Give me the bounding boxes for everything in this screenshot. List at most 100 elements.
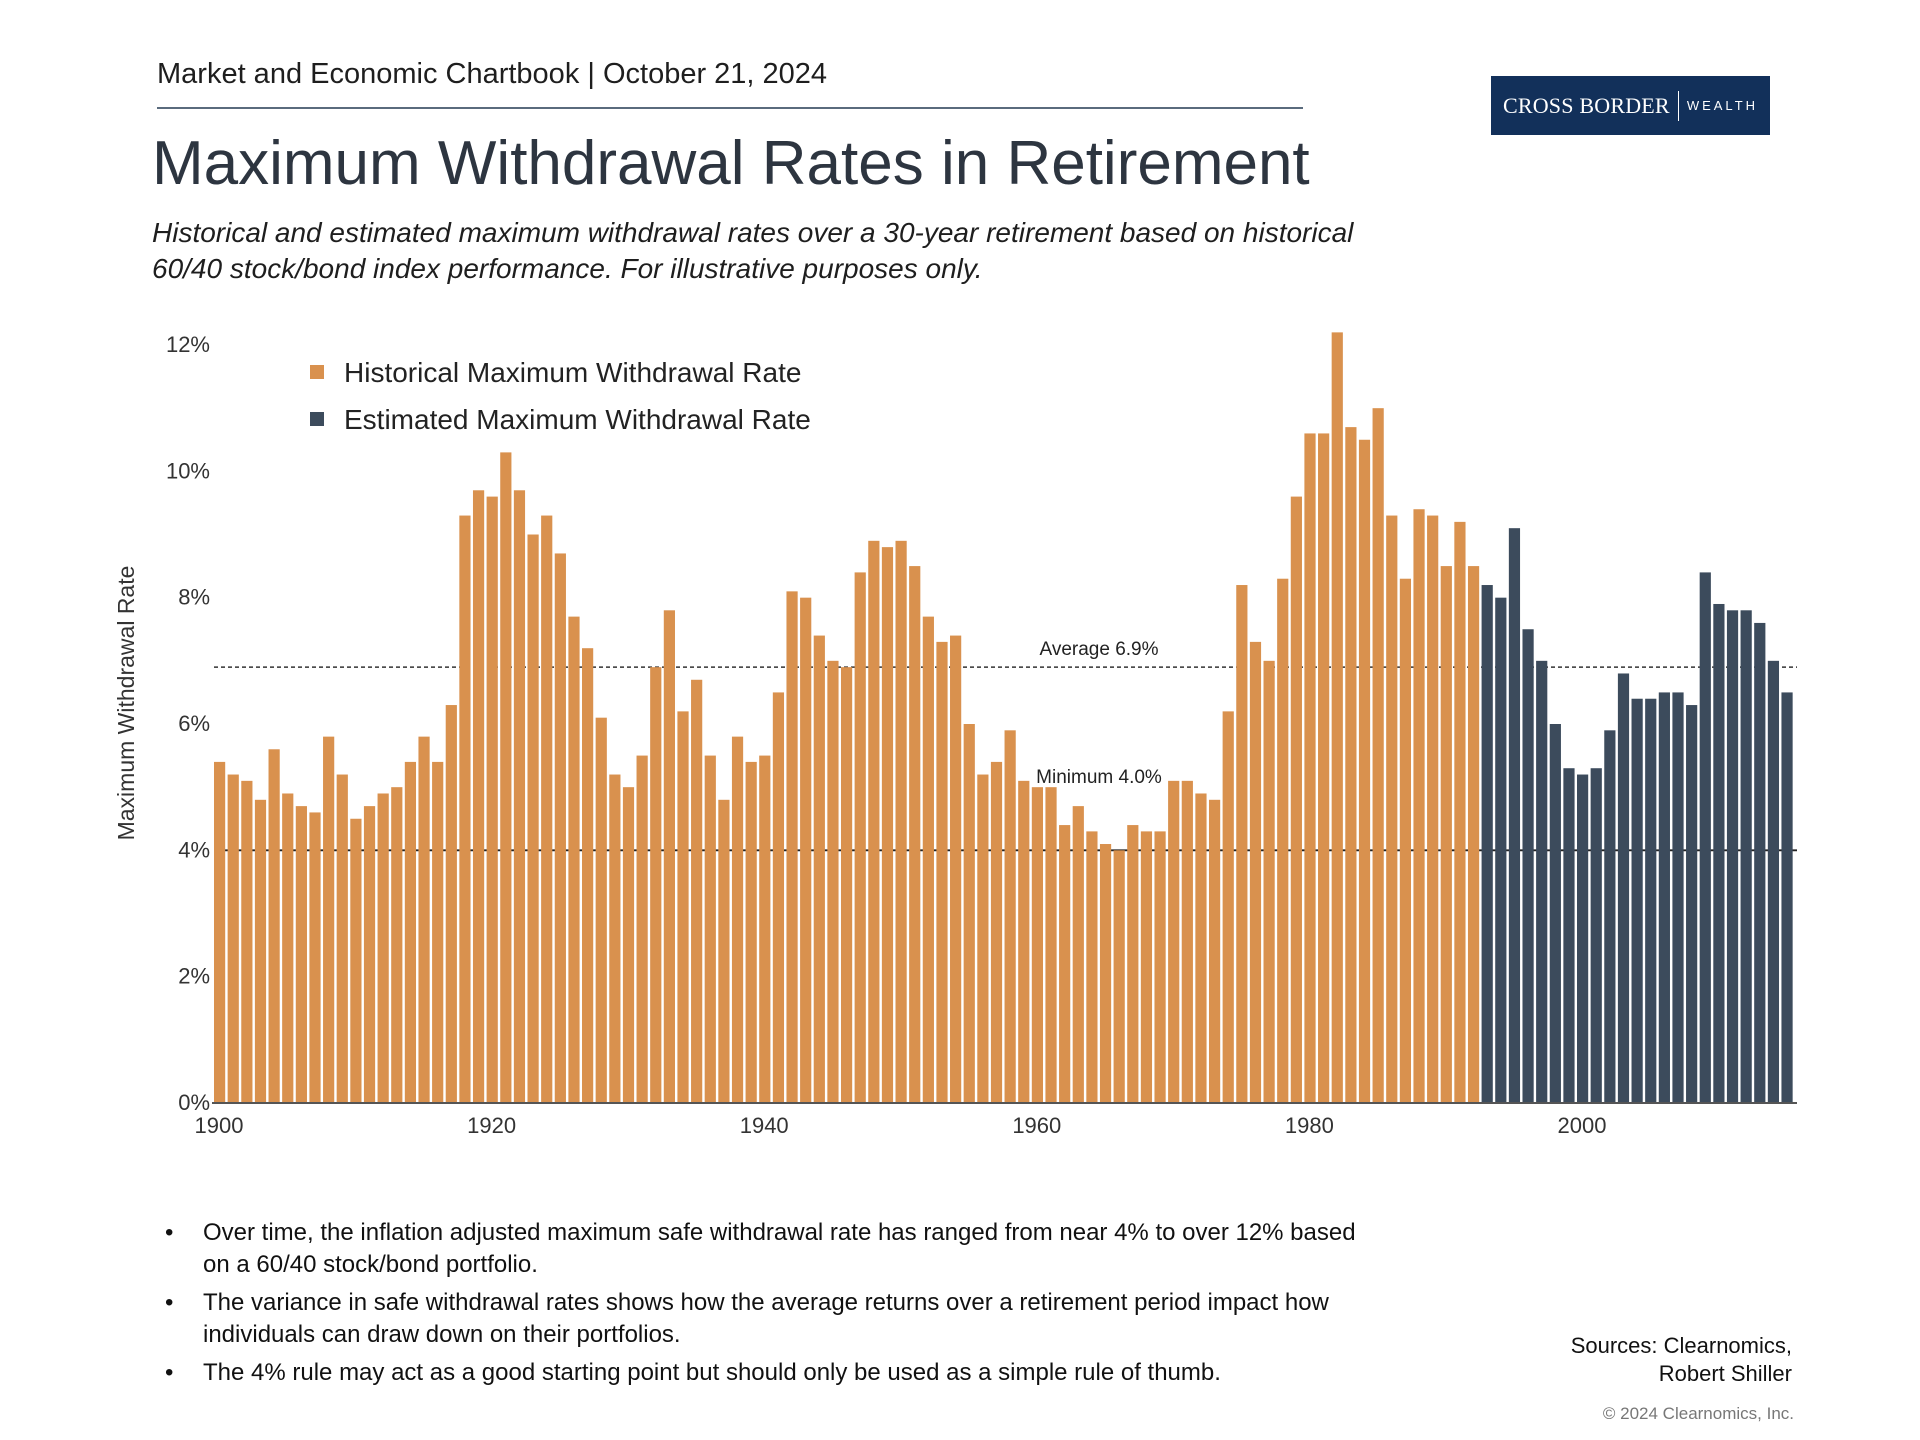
historical-bar — [1127, 825, 1139, 1103]
page-title: Maximum Withdrawal Rates in Retirement — [152, 129, 1310, 198]
estimated-bar — [1645, 698, 1657, 1103]
estimated-bar — [1617, 673, 1630, 1103]
y-tick-label: 0% — [178, 1090, 210, 1115]
historical-bar — [909, 566, 921, 1103]
estimated-bar — [1726, 610, 1739, 1103]
bullet-point: The variance in safe withdrawal rates sh… — [165, 1287, 1375, 1351]
estimated-bar — [1713, 603, 1725, 1103]
historical-bar — [554, 553, 566, 1103]
legend-label-historical: Historical Maximum Withdrawal Rate — [344, 357, 801, 388]
estimated-bar — [1495, 597, 1507, 1103]
historical-bar — [391, 787, 403, 1103]
x-tick-label: 1940 — [740, 1113, 789, 1138]
historical-bar — [336, 774, 348, 1103]
historical-bar — [1004, 730, 1016, 1103]
historical-bar — [636, 755, 648, 1103]
historical-bar — [800, 597, 812, 1103]
key-points-list: Over time, the inflation adjusted maximu… — [165, 1217, 1375, 1395]
historical-bar — [1031, 787, 1043, 1103]
historical-bar — [1386, 515, 1398, 1103]
historical-bar — [295, 806, 307, 1103]
historical-bar — [268, 749, 280, 1103]
historical-bar — [922, 616, 934, 1103]
legend-label-estimated: Estimated Maximum Withdrawal Rate — [344, 404, 811, 435]
historical-bar — [1304, 433, 1316, 1103]
historical-bar — [1358, 439, 1371, 1103]
historical-bar — [609, 774, 621, 1103]
historical-bar — [1154, 831, 1166, 1103]
historical-bar — [1045, 787, 1057, 1103]
estimated-bar — [1508, 528, 1521, 1103]
y-tick-label: 10% — [166, 458, 210, 483]
historical-bar — [595, 717, 607, 1103]
historical-bar — [1208, 799, 1221, 1103]
historical-bar — [445, 705, 457, 1103]
estimated-bar — [1740, 610, 1752, 1103]
historical-bar — [677, 711, 689, 1103]
historical-bar — [227, 774, 239, 1103]
historical-bar — [1277, 578, 1289, 1103]
historical-bar — [663, 610, 675, 1103]
y-tick-label: 4% — [178, 837, 210, 862]
historical-bar — [459, 515, 471, 1103]
y-tick-label: 6% — [178, 711, 210, 736]
legend-swatch-estimated — [310, 412, 324, 426]
historical-bar — [282, 793, 294, 1103]
historical-bar — [363, 806, 376, 1103]
historical-bar — [827, 660, 839, 1103]
chart-bars — [214, 332, 1793, 1104]
historical-bar — [1345, 427, 1357, 1103]
estimated-bar — [1767, 660, 1780, 1103]
historical-bar — [1099, 844, 1112, 1103]
page-subtitle: Historical and estimated maximum withdra… — [152, 217, 1354, 284]
historical-bar — [936, 641, 948, 1103]
x-tick-label: 1960 — [1012, 1113, 1061, 1138]
estimated-bar — [1686, 705, 1698, 1103]
withdrawal-rate-chart: Average 6.9% Minimum 4.0% 0% 2% 4% 6% 8% 10% 12… — [113, 332, 1797, 1138]
historical-bar — [486, 496, 498, 1104]
historical-bar — [1195, 793, 1207, 1103]
historical-bar — [950, 635, 962, 1103]
estimated-bar — [1577, 774, 1589, 1103]
y-tick-label: 12% — [166, 332, 210, 357]
header-divider — [157, 107, 1303, 109]
bullet-point: Over time, the inflation adjusted maximu… — [165, 1217, 1375, 1281]
estimated-bar — [1590, 768, 1602, 1103]
historical-bar — [854, 572, 866, 1103]
historical-bar — [1454, 521, 1466, 1103]
estimated-bar — [1658, 692, 1670, 1103]
y-axis-title: Maximum Withdrawal Rate — [113, 566, 139, 841]
historical-bar — [622, 787, 635, 1103]
historical-bar — [1059, 825, 1071, 1103]
estimated-bar — [1631, 698, 1643, 1103]
historical-bar — [1399, 578, 1412, 1103]
historical-bar — [1086, 831, 1098, 1103]
historical-bar — [1331, 332, 1343, 1103]
historical-bar — [582, 648, 594, 1103]
historical-bar — [1236, 585, 1248, 1103]
bullet-point: The 4% rule may act as a good starting p… — [165, 1357, 1375, 1389]
minimum-line-label: Minimum 4.0% — [1036, 767, 1162, 788]
historical-bar — [1222, 711, 1234, 1103]
historical-bar — [895, 540, 907, 1103]
historical-bar — [772, 692, 785, 1103]
x-tick-label: 1920 — [467, 1113, 516, 1138]
historical-bar — [1113, 850, 1125, 1103]
legend-swatch-historical — [310, 365, 324, 379]
x-tick-label: 1900 — [195, 1113, 244, 1138]
historical-bar — [813, 635, 825, 1103]
historical-bar — [432, 761, 444, 1103]
historical-bar — [745, 761, 757, 1103]
historical-bar — [1249, 641, 1262, 1103]
historical-bar — [990, 761, 1003, 1103]
estimated-bar — [1522, 629, 1534, 1103]
historical-bar — [759, 755, 771, 1103]
sources-note: Sources: Clearnomics, Robert Shiller — [1571, 1332, 1792, 1388]
historical-bar — [254, 799, 267, 1103]
historical-bar — [1263, 660, 1275, 1103]
historical-bar — [241, 780, 253, 1103]
historical-bar — [323, 736, 335, 1103]
estimated-bar — [1604, 730, 1616, 1103]
historical-bar — [868, 540, 880, 1103]
historical-bar — [881, 547, 894, 1103]
